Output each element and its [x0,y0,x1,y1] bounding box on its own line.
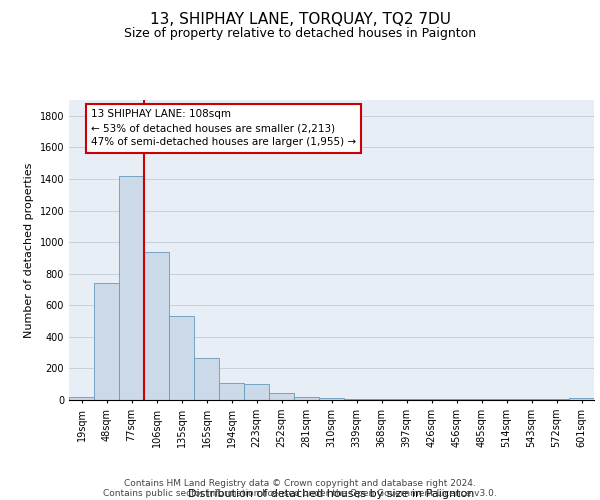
Bar [394,399,419,400]
Bar [369,399,394,400]
Bar [269,393,294,400]
Bar [219,382,244,400]
Bar [444,399,469,400]
Bar [119,176,144,400]
Text: 13, SHIPHAY LANE, TORQUAY, TQ2 7DU: 13, SHIPHAY LANE, TORQUAY, TQ2 7DU [149,12,451,28]
Bar [194,358,219,400]
Bar [244,384,269,400]
Bar [494,399,519,400]
Bar [469,399,494,400]
Bar [69,396,94,400]
Y-axis label: Number of detached properties: Number of detached properties [24,162,34,338]
Bar [319,398,344,400]
Bar [544,399,569,400]
Bar [569,398,594,400]
Bar [169,316,194,400]
Bar [419,399,444,400]
Text: Contains public sector information licensed under the Open Government Licence v3: Contains public sector information licen… [103,488,497,498]
Bar [94,283,119,400]
Bar [344,399,369,400]
Bar [294,396,319,400]
Text: 13 SHIPHAY LANE: 108sqm
← 53% of detached houses are smaller (2,213)
47% of semi: 13 SHIPHAY LANE: 108sqm ← 53% of detache… [91,110,356,148]
Text: Size of property relative to detached houses in Paignton: Size of property relative to detached ho… [124,28,476,40]
X-axis label: Distribution of detached houses by size in Paignton: Distribution of detached houses by size … [188,489,475,499]
Bar [519,399,544,400]
Bar [144,252,169,400]
Text: Contains HM Land Registry data © Crown copyright and database right 2024.: Contains HM Land Registry data © Crown c… [124,478,476,488]
